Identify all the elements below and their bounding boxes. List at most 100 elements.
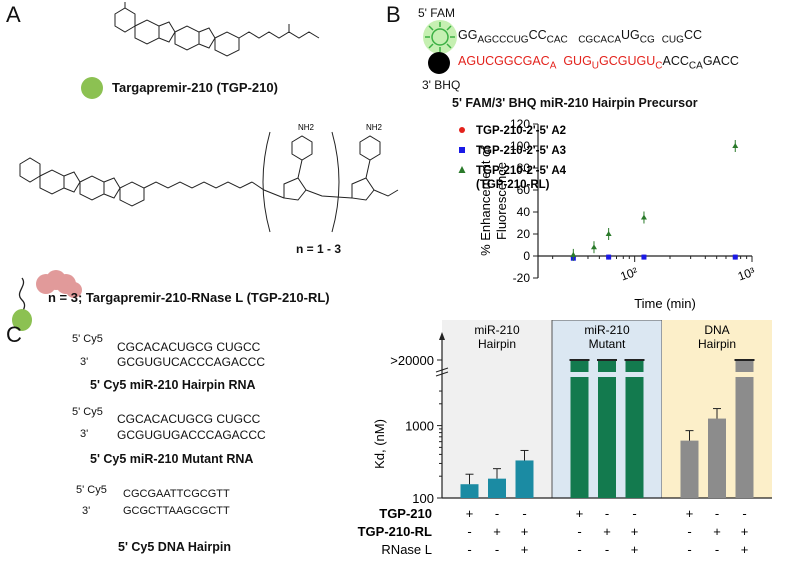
bar-break: [597, 372, 617, 377]
y-axis-label: Kd, (nM): [372, 419, 387, 469]
bar: [515, 460, 534, 498]
row-label: TGP-210-RL: [358, 524, 432, 539]
sign-label: -: [467, 542, 471, 557]
axis-break: [435, 367, 449, 373]
y-tick-label: 120: [510, 117, 530, 131]
seq-seg: UCGG: [476, 54, 514, 68]
bar-break: [734, 372, 755, 377]
sign-label: -: [605, 506, 609, 521]
seq-seg: AGCC: [477, 34, 507, 46]
bar: [488, 478, 506, 498]
seq-seg: AG: [458, 54, 477, 68]
seq2-3-label: 3': [80, 428, 89, 440]
seq-seg: C: [655, 60, 663, 72]
seq-seg: A: [549, 60, 557, 72]
seq-seg: GACC: [702, 54, 739, 68]
sign-label: +: [741, 542, 749, 557]
panel-c-letter: C: [6, 322, 22, 347]
seq-seg: GUG: [563, 54, 592, 68]
sign-label: +: [603, 524, 611, 539]
bar: [598, 360, 616, 498]
group-label: miR-210: [474, 323, 520, 337]
tgp210-structure: [114, 2, 320, 57]
bar: [460, 484, 479, 498]
kd-bar-chart: miR-210HairpinmiR-210MutantDNAHairpin100…: [358, 320, 772, 557]
sign-label: -: [495, 506, 499, 521]
bar: [625, 360, 644, 498]
bar: [680, 440, 699, 498]
panel-b-letter: B: [386, 2, 401, 27]
sign-label: +: [576, 506, 584, 521]
seq-seg: ACC: [662, 54, 689, 68]
legend-label: TGP-210-2'-5' A3: [476, 145, 566, 157]
y-tick-label: 80: [517, 161, 531, 175]
y-tick-label: 100: [412, 491, 434, 506]
tgp210rl-label: n = 3; Targapremir-210-RNase L (TGP-210-…: [48, 290, 330, 305]
seq1-5-label: 5' Cy5: [72, 333, 103, 345]
seq2-bottom: GCGUGUGACCCAGACCC: [117, 428, 266, 442]
y-tick-label: -20: [513, 271, 531, 285]
sign-label: +: [713, 524, 721, 539]
bhq-icon: [428, 52, 450, 74]
panel-a-letter: A: [6, 2, 21, 27]
data-point: [606, 254, 612, 260]
seq2-caption: 5' Cy5 miR-210 Mutant RNA: [90, 452, 254, 466]
bar-break: [624, 372, 645, 377]
y-tick-label: 60: [517, 183, 531, 197]
seq3-3-label: 3': [82, 505, 91, 517]
group-label: Hairpin: [698, 337, 736, 351]
sign-label: +: [521, 524, 529, 539]
y-axis-label: % Enhancement ofFluorescence: [478, 146, 509, 256]
sign-label: -: [522, 506, 526, 521]
legend-marker: [458, 166, 466, 173]
seq-seg: CA: [688, 60, 703, 72]
top-strand: GGAGCCCUGCCCAC CGCACAUGCG CUGCC: [458, 28, 702, 46]
x-tick-label: 10²: [618, 265, 639, 284]
legend-label: TGP-210-2'-5' A4: [476, 165, 567, 177]
y-tick-label: 1000: [405, 419, 434, 434]
y-tick-label: 40: [517, 205, 531, 219]
seq-seg: UG: [621, 28, 640, 42]
sign-label: +: [631, 542, 639, 557]
y-axis-arrow: [439, 332, 445, 340]
seq-seg: CC: [683, 28, 702, 42]
group-label: Hairpin: [478, 337, 516, 351]
x-axis-label: Time (min): [634, 296, 696, 311]
sign-label: +: [741, 524, 749, 539]
sign-label: -: [577, 524, 581, 539]
sign-label: +: [631, 524, 639, 539]
seq-seg: CAC: [546, 34, 568, 46]
seq2-5-label: 5' Cy5: [72, 406, 103, 418]
seq-seg: GCGUGU: [599, 54, 656, 68]
seq1-top: CGCACACUGCG CUGCC: [117, 340, 261, 354]
seq3-caption: 5' Cy5 DNA Hairpin: [118, 540, 231, 554]
bar-break: [569, 372, 590, 377]
sign-label: -: [742, 506, 746, 521]
legend-marker: [459, 127, 465, 133]
seq-seg: CC: [528, 28, 547, 42]
legend-marker: [459, 147, 465, 153]
seq-seg: GG: [458, 28, 478, 42]
data-point: [590, 244, 597, 250]
n-range-label: n = 1 - 3: [296, 242, 342, 256]
sign-label: -: [687, 542, 691, 557]
y-tick-label: 20: [517, 227, 531, 241]
seq-seg: CGCACA: [578, 34, 621, 46]
tgp210-icon: [81, 77, 103, 99]
y-tick-label: 100: [510, 139, 530, 153]
fam-label: 5' FAM: [418, 6, 455, 20]
tgp210rl-structure: NH2 NH2: [19, 123, 399, 233]
data-point: [570, 251, 577, 257]
row-label: RNase L: [381, 542, 432, 557]
legend-label: (TGP-210-RL): [476, 179, 550, 191]
panel-b-caption: 5' FAM/3' BHQ miR-210 Hairpin Precursor: [452, 96, 698, 110]
sign-label: -: [467, 524, 471, 539]
seq3-top: CGCGAATTCGCGTT: [123, 488, 230, 500]
sign-label: -: [605, 542, 609, 557]
sign-label: -: [577, 542, 581, 557]
row-label: TGP-210: [379, 506, 432, 521]
axis-break: [435, 371, 449, 377]
sign-label: -: [715, 542, 719, 557]
group-label: Mutant: [589, 337, 626, 351]
bottom-strand: AGUCGGCGACA GUGUGCGUGUCACCCAGACC: [458, 54, 739, 72]
